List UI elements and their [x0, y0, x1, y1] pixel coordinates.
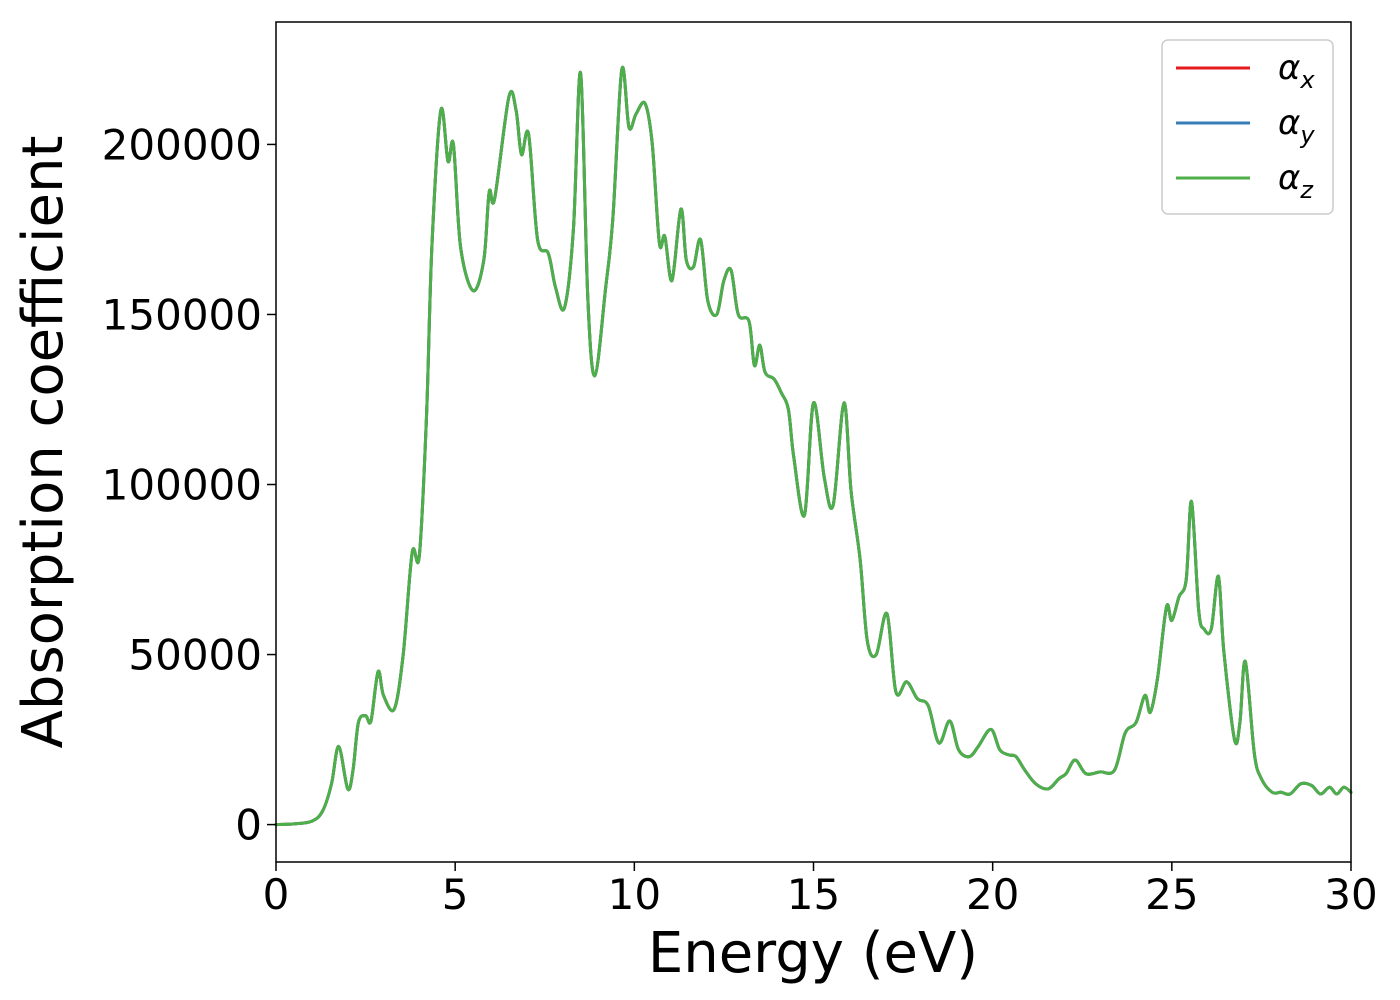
y-tick-label: 200000	[102, 120, 262, 169]
y-tick-label: 100000	[102, 461, 262, 510]
y-axis-title: Absorption coefficient	[11, 136, 76, 749]
x-tick-label: 20	[966, 870, 1019, 919]
x-tick-label: 5	[442, 870, 469, 919]
y-tick-label: 150000	[102, 290, 262, 339]
x-tick-label: 0	[263, 870, 290, 919]
y-tick-label: 0	[235, 801, 262, 850]
series-line-alpha-z	[274, 65, 1353, 827]
series-layer	[274, 65, 1353, 827]
y-axis-ticks: 0 50000 100000 150000 200000	[102, 120, 276, 850]
x-tick-label: 25	[1145, 870, 1198, 919]
x-tick-label: 10	[608, 870, 661, 919]
legend-box	[1161, 39, 1334, 215]
legend-subscript: y	[1299, 121, 1315, 149]
x-tick-label: 30	[1324, 870, 1377, 919]
y-tick-label: 50000	[128, 631, 262, 680]
legend-subscript: x	[1299, 66, 1315, 94]
x-tick-label: 15	[787, 870, 840, 919]
x-axis-title: Energy (eV)	[648, 921, 978, 986]
x-axis-ticks: 0 5 10 15 20 25 30	[263, 862, 1378, 919]
legend-subscript: z	[1299, 176, 1314, 204]
